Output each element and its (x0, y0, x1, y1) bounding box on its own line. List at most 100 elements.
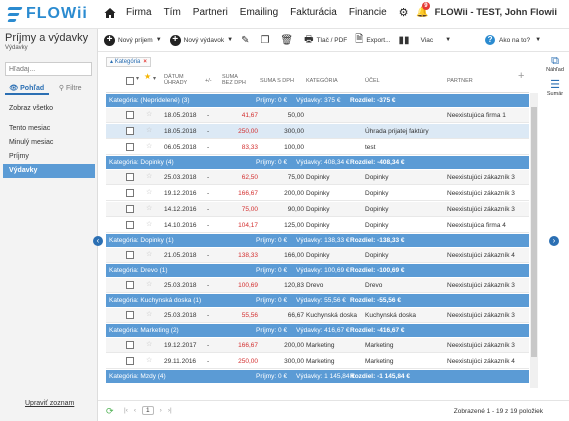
col-purpose[interactable]: Účel (365, 78, 380, 84)
group-header-row[interactable]: Kategória: Marketing (2) Príjmy: 0 € Výdav… (106, 324, 529, 337)
notification-bell-icon[interactable]: 🔔 9 (416, 2, 430, 18)
nav-tim[interactable]: Tím (163, 7, 181, 18)
star-icon[interactable]: ☆ (146, 111, 153, 118)
new-expense-button[interactable]: + Nový výdavok ▼ (169, 34, 234, 46)
summary-button[interactable]: ☰ Sumár (541, 79, 569, 97)
logo[interactable]: FLOWii (7, 4, 88, 24)
row-checkbox[interactable] (126, 173, 134, 181)
star-icon[interactable]: ☆ (146, 357, 153, 364)
chevron-down-icon[interactable]: ▾ (136, 76, 140, 82)
sidebar-item-this-month[interactable]: Tento mesiac (9, 125, 51, 132)
table-row[interactable]: ☆ 19.12.2016-166,67 200,00 Dopinky Dopinky Ne… (106, 186, 529, 201)
nav-financie[interactable]: Financie (348, 7, 387, 18)
star-icon[interactable]: ☆ (146, 143, 153, 150)
row-checkbox[interactable] (126, 221, 134, 229)
user-label[interactable]: FLOWii - TEST, John Flowii (434, 7, 557, 18)
collapse-sidebar-arrow-icon[interactable]: ‹ (93, 236, 103, 246)
chevron-down-icon[interactable]: ▼ (155, 37, 162, 43)
refresh-icon[interactable]: ⟳ (106, 406, 114, 416)
table-row[interactable]: ☆ 29.11.2016-250,00 300,00 Marketing Marketi… (106, 354, 529, 369)
home-icon[interactable] (104, 7, 116, 18)
star-icon[interactable]: ☆ (146, 173, 153, 180)
preview-button[interactable]: ⧉ Náhľad (541, 55, 569, 73)
more-button[interactable]: Viac ▼ (421, 37, 451, 44)
print-button[interactable]: 🖶 Tlač / PDF (304, 32, 347, 49)
col-plusminus[interactable]: +/- (205, 78, 212, 84)
star-filter-icon[interactable]: ★ (144, 72, 152, 81)
table-row[interactable]: ☆ 25.03.2018-100,69 120,83 Drevo Drevo Neexis… (106, 278, 529, 293)
chart-button[interactable]: ▮▮ (399, 35, 413, 46)
sidebar-item-all[interactable]: Zobraz všetko (9, 105, 53, 112)
manage-list-link[interactable]: Upraviť zoznam (25, 400, 75, 407)
star-icon[interactable]: ☆ (146, 251, 153, 258)
table-row[interactable]: ☆ 21.05.2018-138,33 166,00 Dopinky Dopinky Ne… (106, 248, 529, 263)
prev-page-icon[interactable]: ‹ (133, 407, 137, 414)
table-row[interactable]: ☆ 14.10.2016-104,17 125,00 Dopinky Dopinky Ne… (106, 218, 529, 233)
last-page-icon[interactable]: ›| (167, 407, 172, 414)
vertical-scrollbar[interactable] (530, 93, 538, 388)
row-checkbox[interactable] (126, 189, 134, 197)
search-input[interactable] (5, 62, 92, 76)
scrollbar-thumb[interactable] (531, 107, 537, 357)
star-icon[interactable]: ☆ (146, 127, 153, 134)
group-header-row[interactable]: Kategória: Kuchynská doska (1) Príjmy: 0 … (106, 294, 529, 307)
next-page-icon[interactable]: › (159, 407, 162, 414)
add-column-icon[interactable]: + (518, 70, 525, 82)
star-icon[interactable]: ☆ (146, 189, 153, 196)
tab-filtre[interactable]: ⚲ Filtre (49, 83, 93, 95)
col-category[interactable]: Kategória (306, 78, 338, 84)
sidebar-item-income[interactable]: Príjmy (9, 153, 29, 160)
col-partner[interactable]: Partner (447, 78, 473, 84)
row-checkbox[interactable] (126, 341, 134, 349)
table-row[interactable]: ☆ 19.12.2017-166,67 200,00 Marketing Marketi… (106, 338, 529, 353)
col-amount-net[interactable]: Suma bez DPH (222, 74, 246, 86)
table-row[interactable]: ☆ 06.05.2018 - 83,33 100,00 test (106, 140, 529, 155)
row-checkbox[interactable] (126, 205, 134, 213)
first-page-icon[interactable]: |‹ (124, 407, 128, 414)
export-button[interactable]: 🗎 Export... (355, 32, 390, 49)
delete-button[interactable]: 🗑 (280, 35, 296, 46)
table-row[interactable]: ☆ 18.05.2018 - 41,67 50,00 Neexistujúca firma… (106, 108, 529, 123)
close-icon[interactable]: × (143, 59, 147, 65)
table-row[interactable]: ☆ 25.03.2018-62,50 75,00 Dopinky Dopinky Neex… (106, 170, 529, 185)
star-icon[interactable]: ☆ (146, 221, 153, 228)
row-checkbox[interactable] (126, 311, 134, 319)
row-checkbox[interactable] (126, 357, 134, 365)
copy-button[interactable]: ❐ (260, 35, 272, 46)
row-checkbox[interactable] (126, 127, 134, 135)
sidebar-item-expenses[interactable]: Výdavky (3, 164, 95, 178)
tab-pohlad[interactable]: 👁 Pohľad (5, 83, 49, 95)
chevron-down-icon[interactable]: ▾ (153, 76, 157, 82)
edit-button[interactable]: ✎ (241, 35, 252, 46)
group-header-row[interactable]: Kategória: Mzdy (4) Príjmy: 0 € Výdavky: 1… (106, 370, 529, 383)
col-amount-vat[interactable]: Suma s DPH (260, 78, 294, 84)
nav-firma[interactable]: Firma (126, 7, 152, 18)
row-checkbox[interactable] (126, 143, 134, 151)
filter-chip[interactable]: ▴ Kategória × (106, 57, 151, 67)
row-checkbox[interactable] (126, 281, 134, 289)
group-header-row[interactable]: Kategória: Dopinky (1) Príjmy: 0 € Výdavky… (106, 234, 529, 247)
row-checkbox[interactable] (126, 111, 134, 119)
star-icon[interactable]: ☆ (146, 205, 153, 212)
group-header-row[interactable]: Kategória: Drevo (1) Príjmy: 0 € Výdavky: … (106, 264, 529, 277)
col-date[interactable]: Dátum úhrady (164, 74, 187, 86)
group-header-row[interactable]: Kategória: Dopinky (4) Príjmy: 0 € Výdavky… (106, 156, 529, 169)
nav-partneri[interactable]: Partneri (192, 7, 228, 18)
select-all-checkbox[interactable] (126, 77, 134, 85)
expand-panel-arrow-icon[interactable]: › (549, 236, 559, 246)
table-row[interactable]: ☆ 18.05.2018 - 250,00 300,00 Úhrada prijatej … (106, 124, 529, 139)
star-icon[interactable]: ☆ (146, 341, 153, 348)
group-header-row[interactable]: Kategória: (Nepridelené) (3) Príjmy: 0 € V… (106, 94, 529, 107)
star-icon[interactable]: ☆ (146, 311, 153, 318)
user-menu[interactable]: 🔔 9 FLOWii - TEST, John Flowii (416, 2, 557, 18)
gear-icon[interactable]: ⚙ (398, 7, 409, 19)
star-icon[interactable]: ☆ (146, 281, 153, 288)
chevron-down-icon[interactable]: ▼ (227, 37, 234, 43)
current-page[interactable]: 1 (142, 406, 154, 415)
table-row[interactable]: ☆ 14.12.2016-75,00 90,00 Dopinky Dopinky Neex… (106, 202, 529, 217)
nav-emailing[interactable]: Emailing (239, 7, 279, 18)
row-checkbox[interactable] (126, 251, 134, 259)
table-row[interactable]: ☆ 25.03.2018-55,56 66,67 Kuchynská doska Kuc… (106, 308, 529, 323)
new-income-button[interactable]: + Nový príjem ▼ (104, 34, 162, 46)
sidebar-item-last-month[interactable]: Minulý mesiac (9, 139, 54, 146)
